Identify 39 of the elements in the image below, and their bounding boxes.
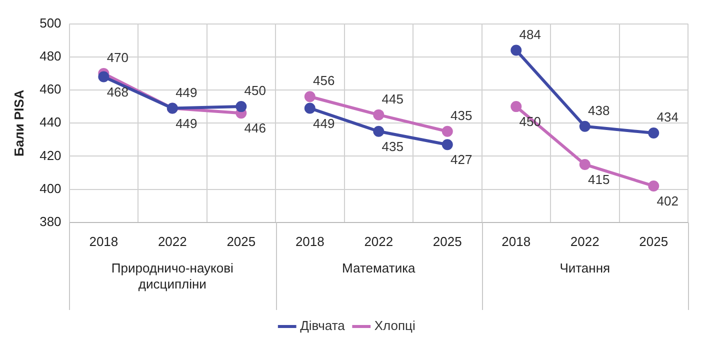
- y-tick-label: 500: [40, 15, 62, 30]
- x-tick-label: 2018: [89, 234, 118, 249]
- x-tick-label: 2018: [502, 234, 531, 249]
- data-label: 470: [106, 50, 129, 66]
- legend-label: Хлопці: [374, 318, 416, 334]
- x-tick-label: 2018: [295, 234, 324, 249]
- text: Математика: [342, 260, 416, 276]
- data-label: 456: [313, 73, 335, 88]
- data-label: 484: [519, 26, 541, 42]
- data-label: 435: [450, 108, 472, 123]
- y-tick-label: 480: [40, 48, 62, 64]
- x-tick-label: 2022: [570, 234, 600, 249]
- data-label: 435: [382, 138, 404, 154]
- y-tick-label: 400: [40, 180, 62, 196]
- x-tick-label: 2025: [432, 234, 462, 249]
- data-label: 438: [588, 102, 610, 118]
- y-tick-label: 440: [40, 114, 62, 130]
- data-label: 449: [313, 116, 335, 131]
- x-tick-label: 2025: [226, 234, 256, 249]
- y-axis-title: Бали PISA: [11, 89, 26, 156]
- text: Читання: [560, 260, 610, 276]
- legend-label: Дівчата: [300, 318, 346, 334]
- data-label: 449: [176, 116, 198, 131]
- data-label: 445: [382, 91, 404, 106]
- text: Природничо-наукові дисципліни: [111, 260, 234, 292]
- x-tick-label: 2022: [158, 234, 187, 249]
- y-tick-label: 420: [40, 148, 62, 163]
- data-label: 427: [450, 152, 472, 168]
- data-label: 446: [244, 120, 266, 136]
- x-tick-label: 2025: [639, 234, 668, 249]
- data-label: 450: [244, 83, 266, 98]
- y-tick-label: 460: [40, 82, 62, 97]
- data-label: 449: [176, 84, 198, 100]
- data-label: 402: [656, 194, 678, 209]
- y-tick-label: 380: [40, 214, 62, 229]
- data-label: 434: [656, 110, 678, 125]
- data-label: 468: [106, 84, 129, 100]
- data-label: 415: [588, 172, 610, 188]
- x-tick-label: 2022: [364, 234, 394, 249]
